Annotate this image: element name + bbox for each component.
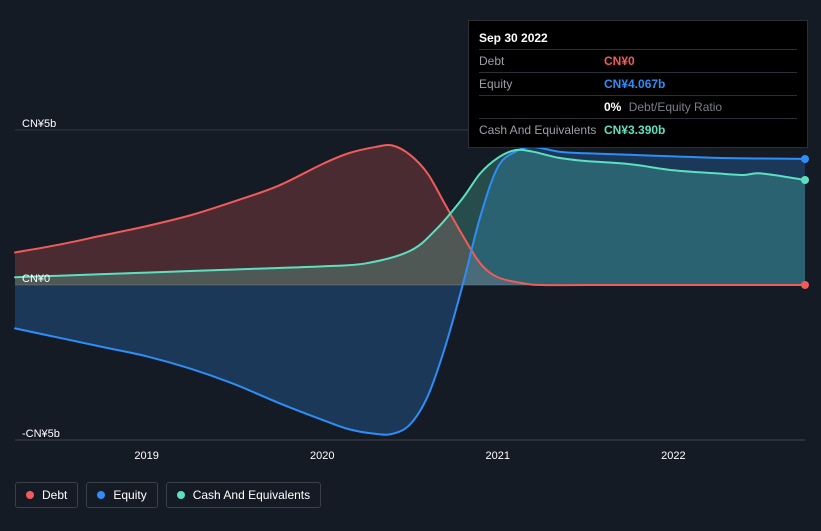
series-end-marker-icon (801, 176, 809, 184)
legend-label: Equity (113, 488, 146, 502)
x-tick-label: 2021 (486, 450, 510, 462)
tooltip-row-cash: Cash And Equivalents CN¥3.390b (479, 118, 797, 141)
legend-label: Debt (42, 488, 67, 502)
chart-tooltip: Sep 30 2022 Debt CN¥0 Equity CN¥4.067b 0… (468, 20, 808, 148)
tooltip-date: Sep 30 2022 (479, 27, 797, 49)
tooltip-value: CN¥0 (604, 54, 635, 68)
tooltip-label: Cash And Equivalents (479, 123, 604, 137)
tooltip-label: Equity (479, 77, 604, 91)
tooltip-row-debt: Debt CN¥0 (479, 49, 797, 72)
tooltip-value: CN¥3.390b (604, 123, 665, 137)
legend-dot-icon (97, 491, 105, 499)
y-tick-label: CN¥5b (22, 118, 56, 130)
legend-dot-icon (177, 491, 185, 499)
y-tick-label: -CN¥5b (22, 428, 60, 440)
tooltip-ratio: 0% Debt/Equity Ratio (604, 100, 722, 114)
series-end-marker-icon (801, 155, 809, 163)
tooltip-row-equity: Equity CN¥4.067b (479, 72, 797, 95)
series-end-marker-icon (801, 281, 809, 289)
tooltip-value: CN¥4.067b (604, 77, 665, 91)
tooltip-label (479, 100, 604, 114)
legend-item-equity[interactable]: Equity (86, 482, 157, 508)
legend-item-debt[interactable]: Debt (15, 482, 78, 508)
tooltip-ratio-label: Debt/Equity Ratio (629, 100, 722, 114)
x-tick-label: 2019 (134, 450, 158, 462)
x-tick-label: 2020 (310, 450, 334, 462)
legend-item-cash[interactable]: Cash And Equivalents (166, 482, 321, 508)
tooltip-ratio-pct: 0% (604, 100, 621, 114)
tooltip-label: Debt (479, 54, 604, 68)
y-tick-label: CN¥0 (22, 273, 50, 285)
tooltip-row-ratio: 0% Debt/Equity Ratio (479, 95, 797, 118)
chart-legend: Debt Equity Cash And Equivalents (15, 482, 321, 508)
legend-label: Cash And Equivalents (193, 488, 310, 502)
legend-dot-icon (26, 491, 34, 499)
x-tick-label: 2022 (661, 450, 685, 462)
